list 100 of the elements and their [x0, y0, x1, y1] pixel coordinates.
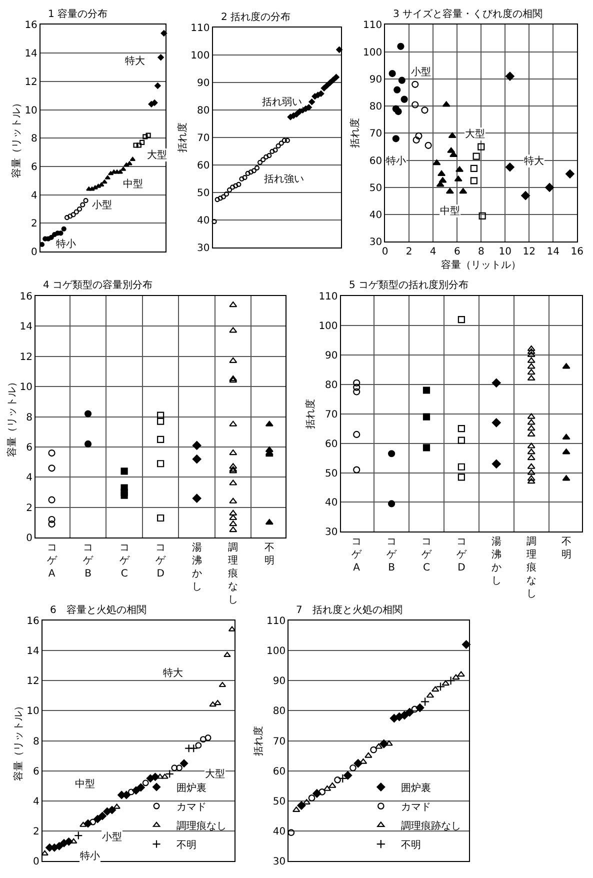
- point: [276, 143, 281, 148]
- point: [136, 142, 142, 148]
- y-tick-label: 90: [369, 74, 382, 86]
- y-tick-label: 90: [197, 78, 210, 90]
- chart-title: 4 コゲ類型の容量別分布: [43, 279, 153, 291]
- point: [270, 148, 275, 154]
- y-axis-title: 括れ度: [349, 118, 362, 148]
- x-tick-label: コゲA: [46, 542, 58, 580]
- point: [470, 164, 478, 172]
- y-tick-label: 12: [26, 676, 40, 688]
- point: [76, 206, 82, 212]
- x-tick-label: 調理痕なし: [526, 536, 536, 600]
- y-axis-title: 括れ度: [252, 726, 265, 756]
- point: [171, 764, 178, 772]
- y-tick-label: 10: [26, 706, 40, 718]
- point: [412, 136, 420, 144]
- point: [350, 764, 356, 772]
- point: [264, 154, 269, 160]
- point: [412, 101, 419, 108]
- point: [74, 831, 83, 840]
- point: [424, 142, 432, 149]
- x-tick-label: 16: [570, 246, 584, 258]
- point: [41, 850, 48, 856]
- point: [288, 829, 295, 836]
- point: [160, 30, 168, 36]
- point: [442, 680, 450, 686]
- point: [394, 108, 402, 116]
- point: [320, 85, 328, 92]
- series-label: 大型: [147, 149, 167, 161]
- point: [478, 143, 485, 150]
- y-tick-label: 4: [31, 190, 38, 202]
- y-tick-label: 30: [369, 237, 382, 248]
- point: [102, 180, 108, 184]
- point: [415, 132, 422, 140]
- point: [61, 226, 66, 232]
- point: [318, 788, 326, 796]
- point: [370, 746, 377, 754]
- point: [55, 842, 64, 850]
- chart-title: 1 容量の分布: [48, 8, 108, 20]
- legend-label: 囲炉裏: [176, 782, 207, 794]
- point: [133, 142, 138, 148]
- point: [334, 776, 341, 784]
- series-label: 特大: [125, 55, 145, 67]
- point: [344, 771, 352, 780]
- legend-label: 調理痕なし: [176, 820, 227, 832]
- point: [220, 194, 226, 200]
- point: [421, 106, 428, 114]
- point: [380, 740, 388, 748]
- y-tick-label: 6: [33, 766, 40, 778]
- x-axis-title: 容量（リットル）: [441, 259, 522, 272]
- point: [336, 46, 342, 53]
- point: [374, 743, 383, 749]
- annotation: 小型: [102, 831, 122, 843]
- point: [405, 708, 414, 717]
- y-tick-label: 60: [197, 160, 210, 172]
- x-tick-label: 不明: [264, 542, 274, 567]
- point: [392, 135, 400, 142]
- annotation: 中型: [75, 778, 95, 790]
- point: [318, 90, 324, 97]
- point: [394, 86, 401, 94]
- x-tick-label: 湯沸かし: [192, 542, 202, 593]
- y-tick-label: 110: [363, 20, 382, 32]
- point: [254, 165, 260, 170]
- y-axis-title: 容量（リットル）: [10, 98, 23, 178]
- point: [312, 789, 322, 798]
- point: [459, 188, 468, 194]
- x-tick-label: 調理痕なし: [228, 542, 238, 606]
- y-tick-label: 40: [369, 210, 382, 222]
- y-tick-label: 8: [31, 134, 38, 145]
- y-tick-label: 10: [20, 382, 32, 394]
- point: [448, 132, 456, 138]
- annotation: 大型: [205, 768, 225, 780]
- point: [214, 700, 222, 706]
- series-label: 中型: [440, 205, 460, 217]
- x-tick-label: 14: [546, 246, 560, 258]
- y-tick-label: 90: [325, 350, 338, 362]
- y-axis-title: 容量（リットル）: [6, 376, 18, 457]
- y-tick-label: 14: [26, 646, 40, 658]
- legend-label: 不明: [400, 840, 421, 851]
- x-tick-label: 8: [478, 246, 484, 258]
- point: [462, 640, 471, 649]
- y-tick-label: 90: [272, 676, 286, 688]
- point: [200, 736, 206, 743]
- y-tick-label: 60: [325, 438, 338, 450]
- y-tick-label: 70: [272, 736, 286, 748]
- point: [457, 671, 465, 677]
- legend-label: カマド: [400, 802, 431, 813]
- point: [108, 806, 116, 814]
- point: [297, 801, 306, 810]
- point: [239, 176, 244, 182]
- point: [446, 188, 454, 194]
- y-tick-label: 6: [31, 162, 38, 174]
- y-tick-label: 40: [197, 216, 210, 227]
- y-tick-label: 80: [325, 380, 338, 391]
- y-tick-label: 60: [272, 766, 286, 778]
- y-axis-title: 括れ度: [176, 122, 189, 153]
- x-tick-label: コゲD: [156, 542, 167, 580]
- point: [94, 814, 102, 824]
- x-tick-label: コゲA: [352, 536, 363, 574]
- point: [139, 140, 145, 145]
